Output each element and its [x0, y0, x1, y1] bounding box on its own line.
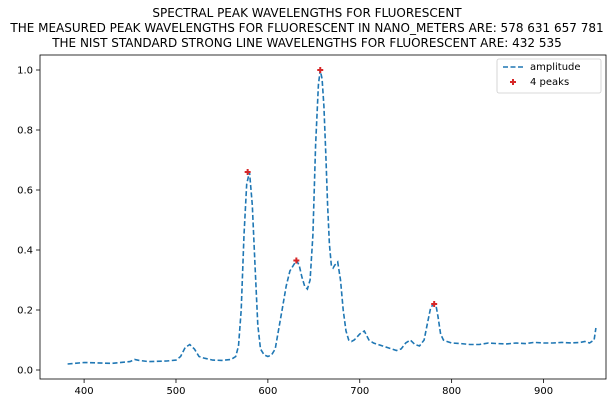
y-tick-label: 0.4 [17, 246, 33, 257]
legend: amplitude 4 peaks [496, 58, 602, 94]
y-tick-label: 0.0 [17, 366, 33, 377]
peak-marker [293, 257, 300, 264]
peak-marker [317, 67, 324, 73]
y-tick-label: 0.6 [17, 186, 33, 197]
peak-marker [244, 169, 251, 175]
y-tick-label: 1.0 [17, 66, 33, 77]
x-tick-label: 800 [442, 386, 461, 397]
plot-area [39, 54, 607, 380]
amplitude-line [67, 69, 597, 365]
legend-amplitude-label: amplitude [530, 62, 581, 73]
chart-title: SPECTRAL PEAK WAVELENGTHS FOR FLUORESCEN… [152, 6, 462, 20]
legend-peaks-swatch [510, 79, 516, 85]
x-tick-label: 500 [166, 386, 185, 397]
peak-markers [244, 67, 438, 307]
chart-subtitle-measured: THE MEASURED PEAK WAVELENGTHS FOR FLUORE… [10, 21, 604, 35]
y-tick-label: 0.2 [17, 306, 33, 317]
x-tick-label: 700 [350, 386, 369, 397]
y-tick-label: 0.8 [17, 126, 33, 137]
chart-title-block: SPECTRAL PEAK WAVELENGTHS FOR FLUORESCEN… [0, 6, 614, 51]
chart-subtitle-nist: THE NIST STANDARD STRONG LINE WAVELENGTH… [52, 36, 562, 50]
x-tick-label: 900 [534, 386, 553, 397]
legend-peaks-label: 4 peaks [530, 77, 569, 88]
x-tick-label: 400 [75, 386, 94, 397]
x-axis: 400 500 600 700 800 900 [75, 379, 553, 397]
x-tick-label: 600 [258, 386, 277, 397]
peak-marker [431, 301, 438, 307]
y-axis: 0.0 0.2 0.4 0.6 0.8 1.0 [17, 66, 40, 377]
